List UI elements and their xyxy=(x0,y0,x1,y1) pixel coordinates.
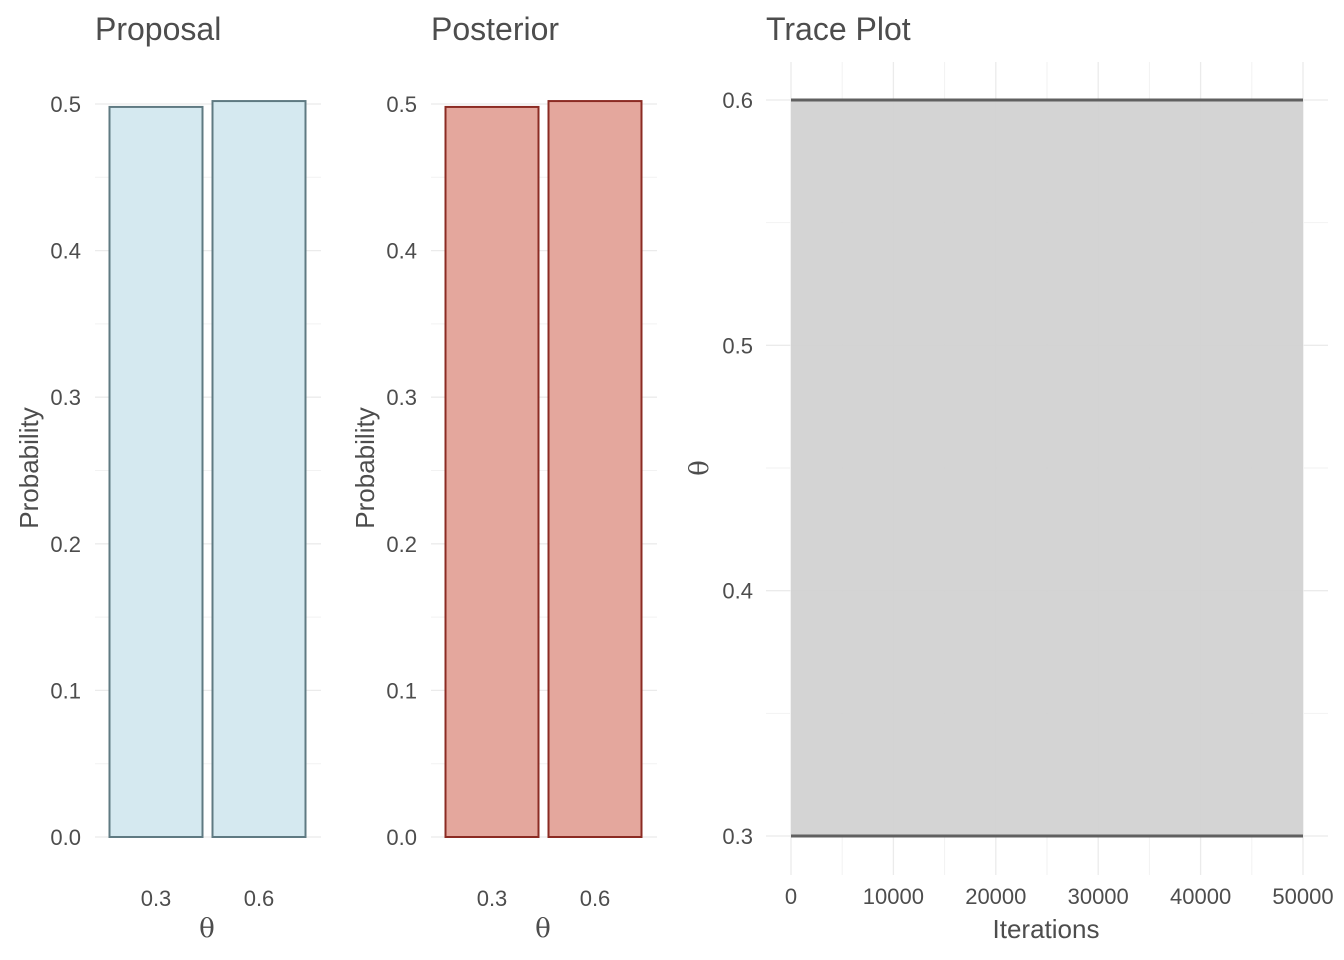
trace-x-ticks: 0 10000 20000 30000 40000 50000 xyxy=(785,884,1334,909)
posterior-x-ticks: 0.3 0.6 xyxy=(477,886,611,911)
y-tick-label: 0.1 xyxy=(386,678,417,703)
bar xyxy=(444,105,540,838)
x-tick-label: 0.6 xyxy=(580,886,611,911)
proposal-x-ticks: 0.3 0.6 xyxy=(141,886,275,911)
y-tick-label: 0.2 xyxy=(50,532,81,557)
y-tick-label: 0.5 xyxy=(386,92,417,117)
x-tick-label: 0 xyxy=(785,884,797,909)
y-tick-label: 0.3 xyxy=(50,385,81,410)
y-tick-label: 0.3 xyxy=(722,824,753,849)
x-tick-label: 40000 xyxy=(1170,884,1231,909)
trace-y-axis-label: θ xyxy=(685,460,715,476)
trace-title: Trace Plot xyxy=(766,11,911,47)
proposal-bars xyxy=(108,100,307,839)
y-tick-label: 0.6 xyxy=(722,88,753,113)
y-tick-label: 0.1 xyxy=(50,678,81,703)
trace-panel: Trace Plot 0.3 0.4 0.5 0.6 0 10000 20000 30000… xyxy=(685,11,1334,944)
posterior-panel: Posterior 0.0 0.1 0.2 0.3 0.4 0.5 0.3 0.6 Prob… xyxy=(350,11,657,944)
y-tick-label: 0.2 xyxy=(386,532,417,557)
y-tick-label: 0.0 xyxy=(50,825,81,850)
y-tick-label: 0.3 xyxy=(386,385,417,410)
x-tick-label: 0.3 xyxy=(477,886,508,911)
posterior-x-axis-label: θ xyxy=(535,914,551,944)
posterior-bars xyxy=(444,100,643,839)
trace-series xyxy=(791,98,1303,838)
proposal-y-ticks: 0.0 0.1 0.2 0.3 0.4 0.5 xyxy=(50,92,81,850)
y-tick-label: 0.0 xyxy=(386,825,417,850)
bar xyxy=(108,105,204,838)
x-tick-label: 30000 xyxy=(1068,884,1129,909)
x-tick-label: 10000 xyxy=(863,884,924,909)
x-tick-label: 0.6 xyxy=(244,886,275,911)
x-tick-label: 50000 xyxy=(1272,884,1333,909)
y-tick-label: 0.4 xyxy=(386,239,417,264)
y-tick-label: 0.5 xyxy=(50,92,81,117)
bar xyxy=(211,100,307,839)
posterior-y-axis-label: Probability xyxy=(350,407,380,528)
trace-y-ticks: 0.3 0.4 0.5 0.6 xyxy=(722,88,753,849)
posterior-y-ticks: 0.0 0.1 0.2 0.3 0.4 0.5 xyxy=(386,92,417,850)
trace-x-axis-label: Iterations xyxy=(993,914,1100,944)
x-tick-label: 20000 xyxy=(965,884,1026,909)
proposal-title: Proposal xyxy=(95,11,221,47)
y-tick-label: 0.4 xyxy=(50,239,81,264)
x-tick-label: 0.3 xyxy=(141,886,172,911)
proposal-x-axis-label: θ xyxy=(199,914,215,944)
y-tick-label: 0.5 xyxy=(722,333,753,358)
posterior-title: Posterior xyxy=(431,11,559,47)
y-tick-label: 0.4 xyxy=(722,579,753,604)
proposal-y-axis-label: Probability xyxy=(14,407,44,528)
proposal-panel: Proposal 0.0 0.1 0.2 0.3 0.4 0.5 0.3 0.6 Proba… xyxy=(14,11,321,944)
trace-band xyxy=(791,100,1303,836)
bar xyxy=(547,100,643,839)
